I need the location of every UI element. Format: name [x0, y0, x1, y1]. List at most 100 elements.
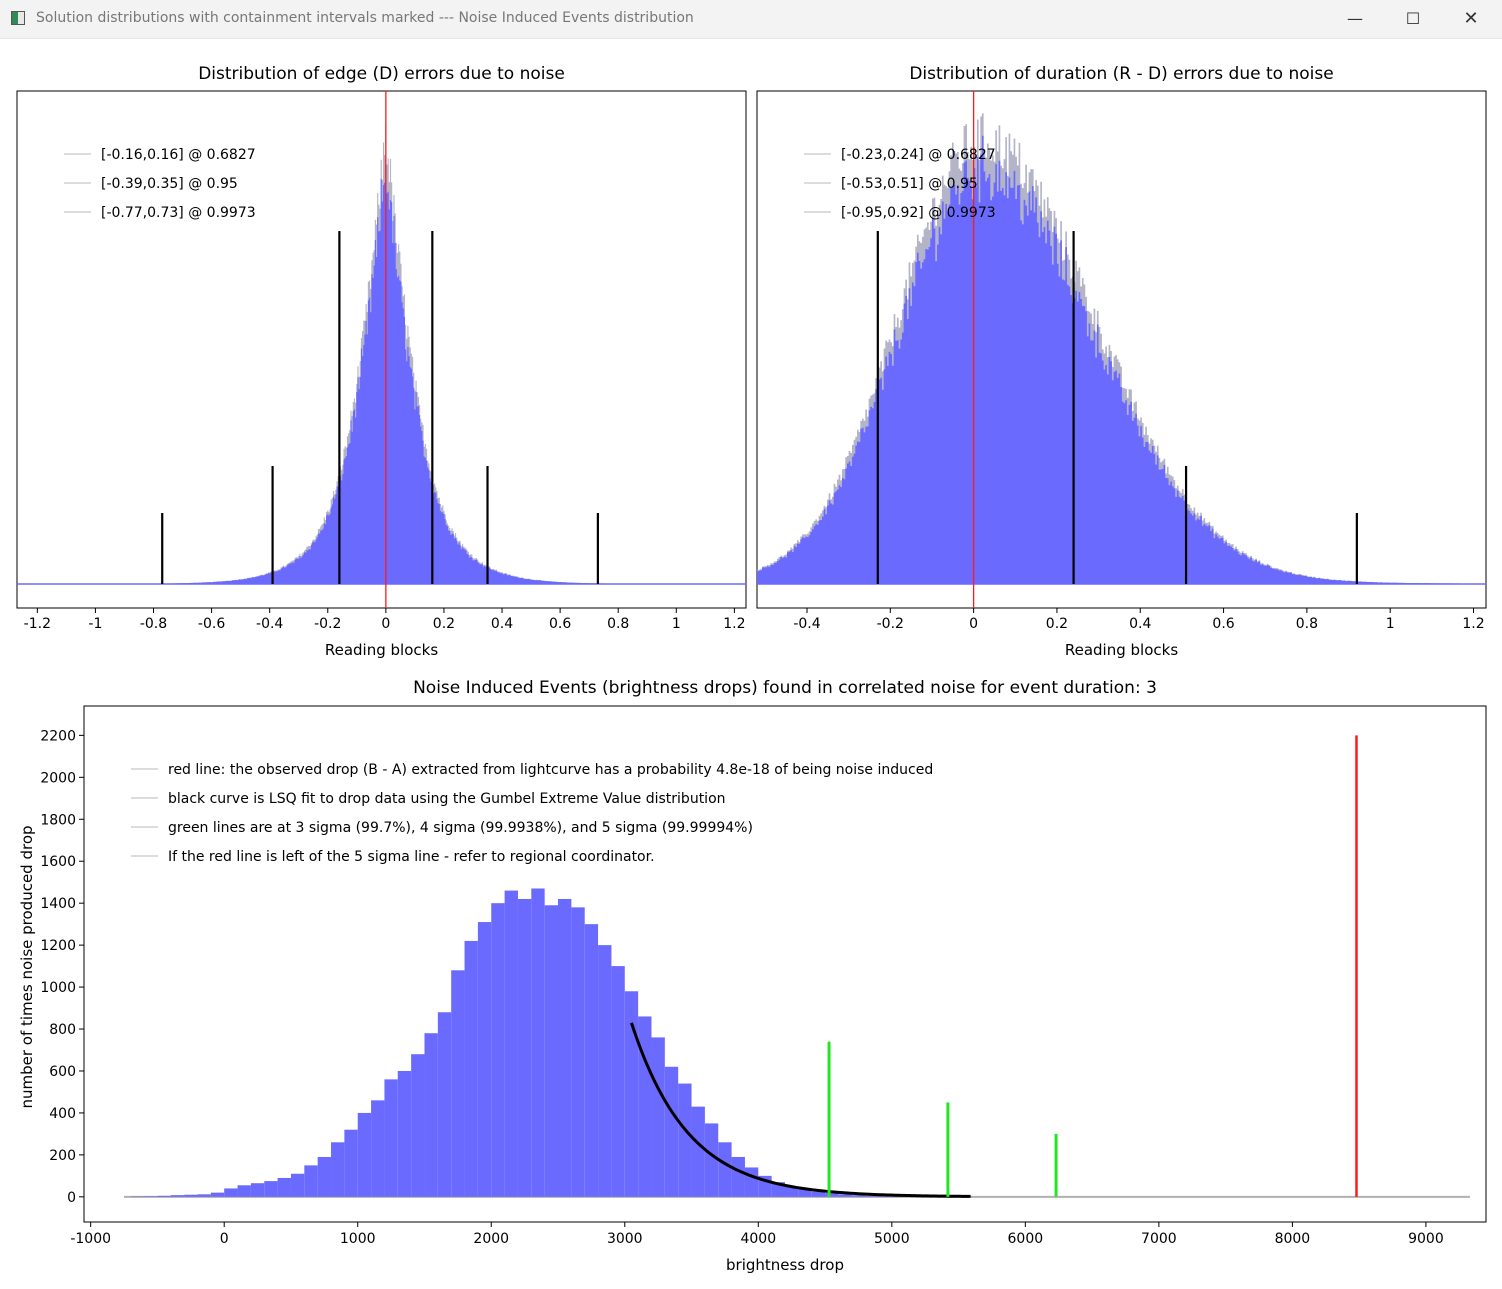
x-tick-label: 0	[220, 1231, 229, 1247]
y-tick-label: 600	[49, 1064, 76, 1080]
legend-entry: [-0.53,0.51] @ 0.95	[841, 176, 978, 192]
legend-entry: If the red line is left of the 5 sigma l…	[168, 849, 655, 865]
histogram-bar	[411, 1054, 425, 1197]
title-bar: Solution distributions with containment …	[0, 0, 1502, 39]
histogram-bar	[197, 1194, 211, 1197]
y-tick-label: 1200	[40, 938, 76, 954]
histogram-bar	[691, 1106, 705, 1197]
y-tick-label: 1400	[40, 896, 76, 912]
histogram-bar	[424, 1033, 438, 1197]
histogram-bar	[651, 1037, 665, 1197]
minimize-button[interactable]: —	[1347, 9, 1363, 28]
histogram-bar	[317, 1156, 332, 1197]
y-tick-label: 0	[67, 1190, 76, 1206]
plot-title: Noise Induced Events (brightness drops) …	[413, 678, 1157, 698]
histogram-bar	[544, 905, 559, 1197]
x-tick-label: 0.2	[1046, 616, 1068, 632]
histogram-bar	[531, 888, 545, 1197]
histogram-bar	[851, 1195, 866, 1197]
plot-title: Distribution of duration (R - D) errors …	[909, 64, 1333, 84]
x-tick-label: 1.2	[1462, 616, 1484, 632]
legend-entry: [-0.77,0.73] @ 0.9973	[101, 205, 256, 221]
x-axis-label: Reading blocks	[1065, 641, 1178, 659]
histogram-bar	[491, 903, 505, 1197]
maximize-button[interactable]: ☐	[1405, 9, 1421, 28]
histogram-bar	[397, 1070, 412, 1197]
histogram-bar	[237, 1185, 251, 1197]
y-tick-label: 400	[49, 1106, 76, 1122]
y-tick-label: 1000	[40, 980, 76, 996]
histogram-bar	[170, 1195, 185, 1197]
histogram-bar	[277, 1177, 291, 1197]
x-tick-label: 5000	[874, 1231, 910, 1247]
noise-events-plot: Noise Induced Events (brightness drops) …	[18, 678, 1487, 1274]
x-tick-label: -0.2	[877, 616, 904, 632]
x-tick-label: 1000	[340, 1231, 376, 1247]
x-tick-label: 8000	[1275, 1231, 1311, 1247]
histogram-bar	[331, 1142, 345, 1197]
x-tick-label: -0.6	[198, 616, 225, 632]
x-tick-label: 4000	[740, 1231, 776, 1247]
x-tick-label: -1.2	[24, 616, 51, 632]
histogram-bar	[290, 1173, 305, 1197]
x-tick-label: -0.4	[256, 616, 283, 632]
histogram-bar	[584, 924, 599, 1197]
x-tick-label: 0.4	[1129, 616, 1151, 632]
close-button[interactable]: ✕	[1463, 8, 1479, 29]
histogram-bar	[344, 1129, 358, 1197]
histogram-bar	[264, 1181, 278, 1197]
x-tick-label: 0.4	[491, 616, 513, 632]
gumbel-fit-curve	[630, 1022, 971, 1198]
histogram-bar	[477, 922, 492, 1197]
histogram-bar	[144, 1196, 158, 1197]
legend-entry: red line: the observed drop (B - A) extr…	[168, 762, 933, 778]
histogram-bar	[638, 1016, 652, 1197]
x-tick-label: 0	[969, 616, 978, 632]
histogram-bar	[464, 940, 478, 1197]
histogram-bar	[624, 991, 639, 1197]
histogram-bar	[451, 970, 465, 1197]
y-tick-label: 1800	[40, 812, 76, 828]
distribution-plot-1: Distribution of edge (D) errors due to n…	[16, 64, 747, 659]
histogram-bar	[384, 1079, 398, 1197]
x-tick-label: 1	[672, 616, 681, 632]
x-tick-label: 0.6	[549, 616, 571, 632]
histogram-bar	[878, 1195, 892, 1197]
y-tick-label: 2000	[40, 770, 76, 786]
x-tick-label: 1	[1386, 616, 1395, 632]
distribution-plot-2: Distribution of duration (R - D) errors …	[756, 64, 1487, 659]
histogram-bar	[825, 1193, 839, 1197]
legend-entry: [-0.39,0.35] @ 0.95	[101, 176, 238, 192]
histogram-bar	[157, 1195, 171, 1197]
histogram-bar	[357, 1112, 372, 1197]
histogram-bar	[731, 1156, 745, 1197]
histogram-bar	[865, 1195, 879, 1197]
legend-entry: green lines are at 3 sigma (99.7%), 4 si…	[168, 820, 753, 836]
histogram-bar	[437, 1012, 452, 1197]
x-tick-label: 0.8	[1296, 616, 1318, 632]
x-tick-label: 0.6	[1212, 616, 1234, 632]
legend-entry: [-0.16,0.16] @ 0.6827	[101, 147, 256, 163]
histogram-bar	[304, 1165, 318, 1197]
x-tick-label: 3000	[607, 1231, 643, 1247]
x-tick-label: -1000	[70, 1231, 111, 1247]
x-tick-label: -0.4	[793, 616, 820, 632]
histogram-bar	[785, 1186, 799, 1197]
histogram-bar	[704, 1123, 719, 1197]
histogram-bar	[598, 945, 612, 1197]
x-tick-label: 6000	[1008, 1231, 1044, 1247]
legend-entry: [-0.23,0.24] @ 0.6827	[841, 147, 996, 163]
histogram-bar	[838, 1194, 852, 1197]
x-tick-label: 9000	[1408, 1231, 1444, 1247]
histogram-bars	[757, 135, 1487, 584]
histogram-bar	[558, 898, 572, 1197]
app-icon	[11, 11, 25, 25]
legend-entry: [-0.95,0.92] @ 0.9973	[841, 205, 996, 221]
x-tick-label: 0	[381, 616, 390, 632]
x-axis-label: Reading blocks	[325, 641, 438, 659]
x-tick-label: 1.2	[723, 616, 745, 632]
legend-entry: black curve is LSQ fit to drop data usin…	[168, 791, 726, 807]
histogram-bar	[678, 1083, 692, 1197]
histogram-bar	[210, 1192, 225, 1197]
